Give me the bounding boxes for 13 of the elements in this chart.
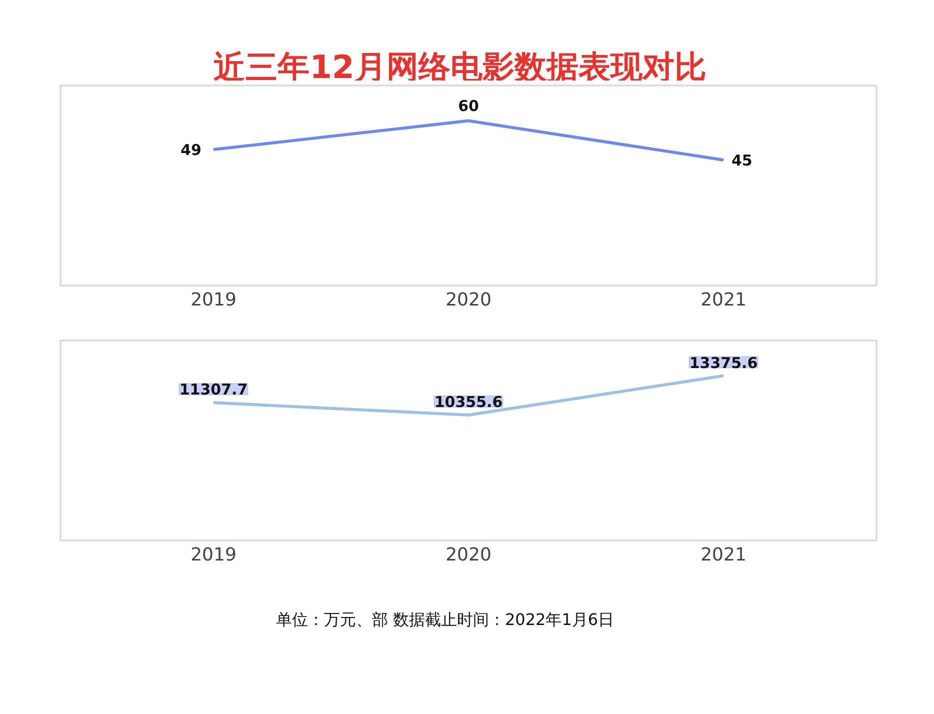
x-tick-label: 2020 xyxy=(446,290,492,310)
data-label: 11307.7 xyxy=(179,380,248,399)
data-label: 45 xyxy=(732,152,752,170)
x-tick-label: 2019 xyxy=(190,290,236,310)
x-tick-label: 2021 xyxy=(700,544,746,566)
text: 单位：万元、部 数据截止时间：2022年1月6日 xyxy=(276,609,614,631)
x-tick-label: 2020 xyxy=(446,544,492,566)
x-tick-label: 2021 xyxy=(700,290,746,310)
data-label: 49 xyxy=(180,141,202,160)
x-tick-label: 2019 xyxy=(190,544,236,566)
data-label: 60 xyxy=(458,96,479,115)
data-label: 10355.6 xyxy=(434,393,503,412)
data-label: 13375.6 xyxy=(689,354,758,372)
